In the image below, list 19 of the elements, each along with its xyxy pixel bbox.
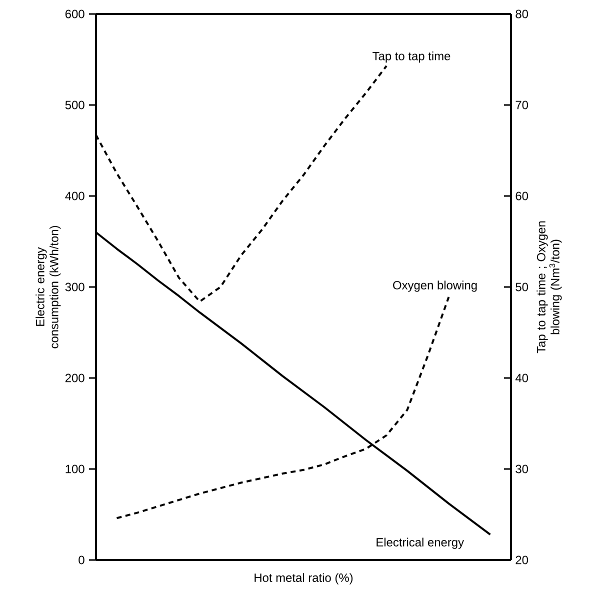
y-tick-label: 100: [66, 464, 84, 474]
y2-tick-label: 50: [516, 282, 528, 292]
y-tick-label: 500: [65, 100, 84, 110]
series-label: Oxygen blowing: [393, 280, 477, 292]
y2-tick-label: 70: [516, 100, 528, 110]
y-tick-label: 0: [78, 556, 84, 564]
y-tick-label: 600: [65, 10, 84, 18]
y-tick-label: 200: [65, 374, 84, 382]
series-label: Electrical energy: [376, 538, 464, 549]
y-tick-label: 300: [65, 282, 84, 292]
y-axis-title: Electric energy consumption (kWh/ton): [36, 226, 61, 348]
y-tick-label: 400: [65, 192, 84, 200]
y2-tick-label: 30: [516, 464, 528, 474]
y2-tick-label: 80: [516, 10, 528, 18]
y2-tick-label: 40: [515, 374, 528, 382]
y2-tick-label: 20: [516, 556, 528, 564]
y2-tick-label: 60: [516, 192, 528, 200]
x-axis-title: Hot metal ratio (%): [254, 573, 353, 584]
series-label: Tap to tap time: [372, 52, 450, 63]
